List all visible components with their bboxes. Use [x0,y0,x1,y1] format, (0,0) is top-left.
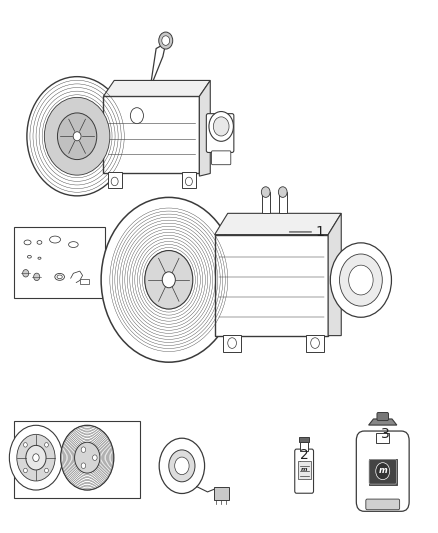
Circle shape [209,111,233,141]
Circle shape [330,243,392,317]
Polygon shape [199,80,210,176]
Text: m: m [378,466,387,475]
Circle shape [92,455,97,461]
Ellipse shape [27,77,127,196]
Bar [299,437,310,442]
Circle shape [81,463,86,469]
Ellipse shape [73,132,81,141]
Circle shape [26,446,46,470]
FancyBboxPatch shape [357,431,409,511]
Bar [182,172,196,188]
Bar [369,459,397,484]
Bar [376,433,389,443]
Polygon shape [103,80,210,96]
Circle shape [213,117,229,136]
Circle shape [159,438,205,494]
Circle shape [131,108,144,124]
Polygon shape [328,213,341,336]
Ellipse shape [44,98,110,175]
Circle shape [81,447,86,453]
Circle shape [24,468,27,473]
Bar [306,335,324,352]
Circle shape [23,270,29,277]
Circle shape [9,425,63,490]
Circle shape [17,434,55,481]
Circle shape [339,254,382,306]
Circle shape [175,457,189,474]
Bar [108,172,122,188]
Circle shape [162,36,170,45]
Circle shape [162,272,175,288]
Circle shape [24,442,27,447]
Circle shape [45,442,48,447]
Circle shape [169,450,195,482]
FancyBboxPatch shape [377,413,389,421]
Circle shape [145,251,193,309]
FancyBboxPatch shape [295,449,314,493]
Bar [300,442,308,451]
Bar [262,192,270,213]
Circle shape [279,187,287,197]
Text: 3: 3 [381,427,389,441]
FancyBboxPatch shape [212,151,231,165]
Bar [14,227,106,298]
Circle shape [349,265,373,295]
Ellipse shape [57,113,97,159]
Text: 1: 1 [315,225,324,239]
Text: 2: 2 [300,448,308,462]
Polygon shape [215,213,341,235]
FancyBboxPatch shape [103,96,199,173]
Circle shape [60,425,114,490]
FancyBboxPatch shape [366,499,399,510]
Bar [80,279,88,284]
Circle shape [33,454,39,462]
Circle shape [261,187,270,197]
Circle shape [74,442,100,473]
FancyBboxPatch shape [206,114,234,152]
Circle shape [159,32,173,49]
Bar [14,421,141,498]
Bar [223,335,241,352]
Circle shape [34,273,40,280]
Text: m: m [301,467,307,472]
Bar [298,461,311,479]
Circle shape [101,197,237,362]
Circle shape [376,463,390,480]
FancyBboxPatch shape [369,459,396,484]
Bar [214,487,230,500]
FancyBboxPatch shape [215,235,328,336]
Bar [279,192,287,213]
Circle shape [45,468,48,473]
Polygon shape [369,419,397,425]
